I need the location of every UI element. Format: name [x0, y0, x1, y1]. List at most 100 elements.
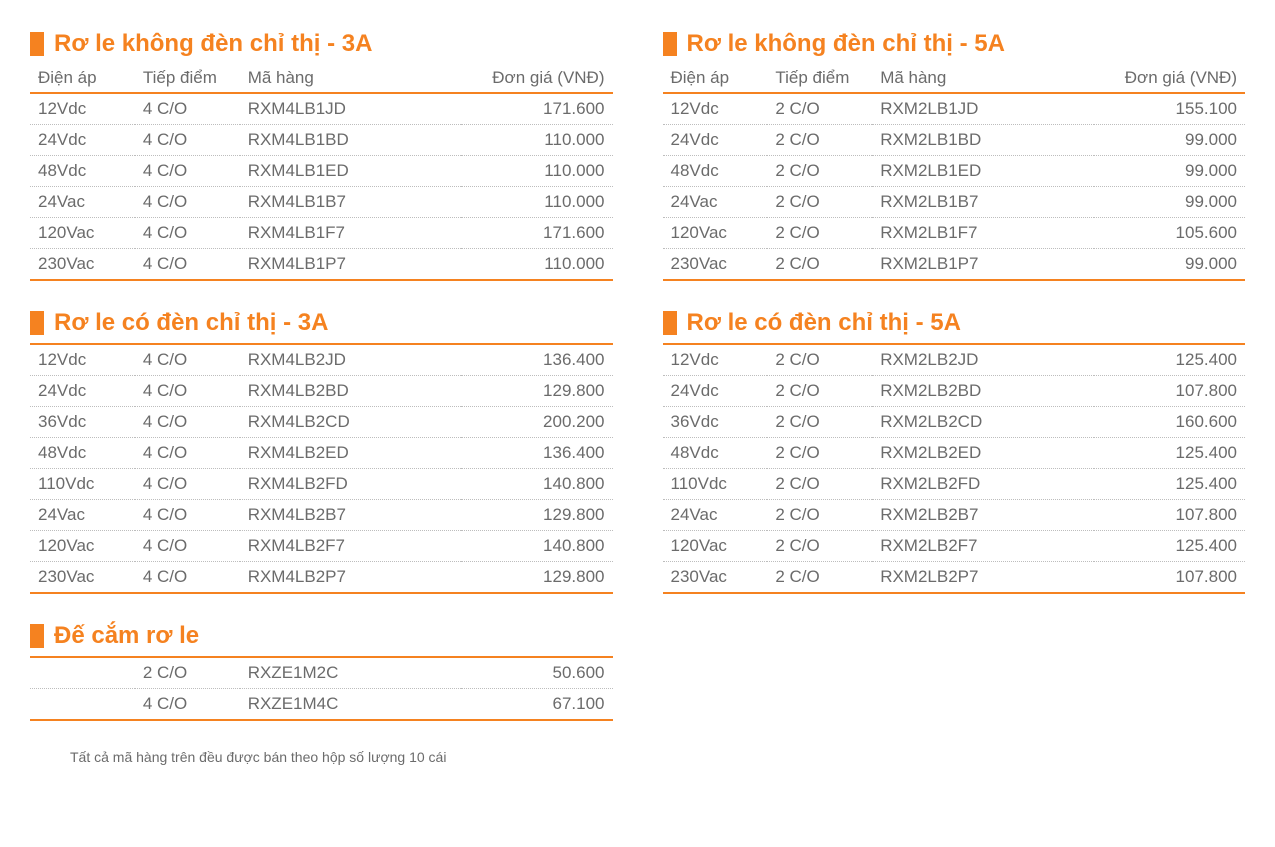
cell-voltage: 24Vac — [30, 187, 135, 218]
cell-contact: 2 C/O — [767, 344, 872, 376]
cell-code: RXM2LB2ED — [872, 438, 1093, 469]
col-contact: Tiếp điểm — [767, 64, 872, 93]
cell-contact: 4 C/O — [135, 500, 240, 531]
cell-price: 140.800 — [461, 531, 612, 562]
cell-code: RXM4LB1JD — [240, 93, 461, 125]
cell-code: RXM4LB2ED — [240, 438, 461, 469]
table-row: 12Vdc2 C/ORXM2LB1JD155.100 — [663, 93, 1246, 125]
cell-code: RXM2LB1F7 — [872, 218, 1093, 249]
cell-price: 110.000 — [461, 125, 612, 156]
cell-voltage: 12Vdc — [663, 344, 768, 376]
section-title: Đế cắm rơ le — [30, 622, 613, 650]
cell-price: 107.800 — [1094, 562, 1245, 594]
table-row: 24Vac2 C/ORXM2LB2B7107.800 — [663, 500, 1246, 531]
cell-code: RXM2LB2B7 — [872, 500, 1093, 531]
cell-voltage: 120Vac — [663, 531, 768, 562]
col-code: Mã hàng — [240, 64, 461, 93]
table-head: Điện ápTiếp điểmMã hàngĐơn giá (VNĐ) — [30, 64, 613, 93]
cell-contact: 4 C/O — [135, 125, 240, 156]
cell-contact: 4 C/O — [135, 218, 240, 249]
table-row: 24Vac2 C/ORXM2LB1B799.000 — [663, 187, 1246, 218]
cell-price: 99.000 — [1094, 187, 1245, 218]
cell-code: RXM4LB1B7 — [240, 187, 461, 218]
cell-contact: 4 C/O — [135, 469, 240, 500]
cell-code: RXM2LB1B7 — [872, 187, 1093, 218]
cell-price: 129.800 — [461, 500, 612, 531]
price-table: Điện ápTiếp điểmMã hàngĐơn giá (VNĐ)2 C/… — [30, 656, 613, 721]
cell-voltage: 36Vdc — [663, 407, 768, 438]
cell-price: 129.800 — [461, 376, 612, 407]
table-row: 12Vdc2 C/ORXM2LB2JD125.400 — [663, 344, 1246, 376]
cell-price: 125.400 — [1094, 344, 1245, 376]
price-table: Điện ápTiếp điểmMã hàngĐơn giá (VNĐ)12Vd… — [663, 64, 1246, 281]
cell-contact: 4 C/O — [135, 531, 240, 562]
cell-code: RXM4LB2FD — [240, 469, 461, 500]
table-row: 230Vac2 C/ORXM2LB1P799.000 — [663, 249, 1246, 281]
cell-code: RXM4LB2P7 — [240, 562, 461, 594]
table-row: 120Vac4 C/ORXM4LB2F7140.800 — [30, 531, 613, 562]
cell-contact: 2 C/O — [767, 187, 872, 218]
table-row: 2 C/ORXZE1M2C50.600 — [30, 657, 613, 689]
cell-price: 171.600 — [461, 218, 612, 249]
cell-voltage: 48Vdc — [663, 156, 768, 187]
table-row: 120Vac4 C/ORXM4LB1F7171.600 — [30, 218, 613, 249]
cell-contact: 2 C/O — [767, 218, 872, 249]
cell-contact: 4 C/O — [135, 249, 240, 281]
cell-contact: 2 C/O — [767, 249, 872, 281]
cell-voltage: 24Vac — [663, 500, 768, 531]
table-head: Điện ápTiếp điểmMã hàngĐơn giá (VNĐ) — [663, 64, 1246, 93]
cell-price: 67.100 — [461, 689, 612, 721]
cell-code: RXM4LB2B7 — [240, 500, 461, 531]
price-section: Rơ le không đèn chỉ thị - 3AĐiện ápTiếp … — [30, 30, 613, 281]
cell-voltage: 120Vac — [663, 218, 768, 249]
cell-code: RXM2LB2BD — [872, 376, 1093, 407]
section-title-text: Đế cắm rơ le — [54, 622, 199, 650]
col-voltage: Điện áp — [30, 64, 135, 93]
cell-price: 99.000 — [1094, 156, 1245, 187]
cell-price: 105.600 — [1094, 218, 1245, 249]
title-accent-bar — [663, 32, 677, 56]
cell-contact: 4 C/O — [135, 689, 240, 721]
cell-voltage — [30, 657, 135, 689]
col-code: Mã hàng — [872, 64, 1093, 93]
cell-code: RXM4LB1BD — [240, 125, 461, 156]
table-row: 36Vdc2 C/ORXM2LB2CD160.600 — [663, 407, 1246, 438]
section-title: Rơ le có đèn chỉ thị - 3A — [30, 309, 613, 337]
table-row: 24Vdc4 C/ORXM4LB2BD129.800 — [30, 376, 613, 407]
table-row: 12Vdc4 C/ORXM4LB1JD171.600 — [30, 93, 613, 125]
table-row: 48Vdc2 C/ORXM2LB1ED99.000 — [663, 156, 1246, 187]
cell-price: 136.400 — [461, 344, 612, 376]
cell-code: RXM4LB2JD — [240, 344, 461, 376]
cell-voltage: 24Vdc — [663, 376, 768, 407]
cell-code: RXM2LB1P7 — [872, 249, 1093, 281]
cell-voltage: 48Vdc — [663, 438, 768, 469]
cell-voltage: 110Vdc — [663, 469, 768, 500]
cell-code: RXM2LB2FD — [872, 469, 1093, 500]
cell-voltage: 24Vac — [663, 187, 768, 218]
cell-price: 125.400 — [1094, 438, 1245, 469]
cell-voltage: 24Vac — [30, 500, 135, 531]
cell-contact: 2 C/O — [767, 156, 872, 187]
cell-price: 140.800 — [461, 469, 612, 500]
cell-code: RXM4LB2BD — [240, 376, 461, 407]
table-body: 12Vdc4 C/ORXM4LB1JD171.60024Vdc4 C/ORXM4… — [30, 93, 613, 280]
cell-price: 160.600 — [1094, 407, 1245, 438]
footnote-text: Tất cả mã hàng trên đều được bán theo hộ… — [30, 749, 1245, 765]
cell-code: RXM2LB1ED — [872, 156, 1093, 187]
price-table: Điện ápTiếp điểmMã hàngĐơn giá (VNĐ)12Vd… — [663, 343, 1246, 594]
cell-price: 110.000 — [461, 249, 612, 281]
table-row: 4 C/ORXZE1M4C67.100 — [30, 689, 613, 721]
table-header-row: Điện ápTiếp điểmMã hàngĐơn giá (VNĐ) — [663, 64, 1246, 93]
table-row: 24Vdc2 C/ORXM2LB2BD107.800 — [663, 376, 1246, 407]
cell-contact: 2 C/O — [767, 500, 872, 531]
cell-voltage: 24Vdc — [30, 125, 135, 156]
cell-contact: 2 C/O — [767, 125, 872, 156]
table-body: 12Vdc2 C/ORXM2LB1JD155.10024Vdc2 C/ORXM2… — [663, 93, 1246, 280]
cell-contact: 4 C/O — [135, 156, 240, 187]
cell-price: 129.800 — [461, 562, 612, 594]
cell-code: RXM4LB1ED — [240, 156, 461, 187]
cell-contact: 4 C/O — [135, 562, 240, 594]
cell-contact: 2 C/O — [767, 376, 872, 407]
cell-code: RXM2LB1JD — [872, 93, 1093, 125]
table-row: 120Vac2 C/ORXM2LB1F7105.600 — [663, 218, 1246, 249]
